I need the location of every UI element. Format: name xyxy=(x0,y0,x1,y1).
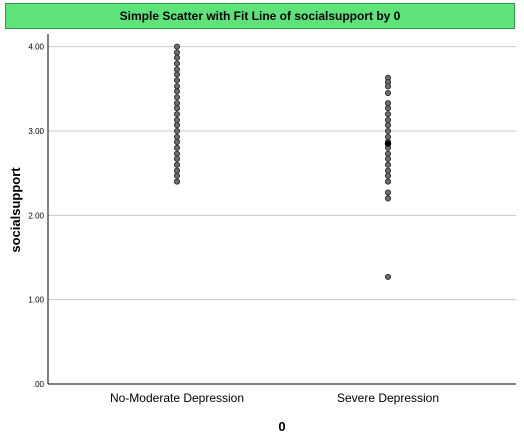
data-point xyxy=(384,127,392,135)
x-category-label: No-Moderate Depression xyxy=(110,391,244,405)
data-point xyxy=(384,155,392,162)
axis-layer xyxy=(47,34,516,385)
y-tick-label: .00 xyxy=(33,380,45,389)
data-point xyxy=(173,54,181,61)
data-point xyxy=(384,189,392,196)
data-point xyxy=(173,49,181,56)
data-point xyxy=(173,66,181,73)
grid-layer xyxy=(48,46,516,301)
data-point xyxy=(173,155,181,162)
data-point xyxy=(173,133,181,140)
y-tick-label: 4.00 xyxy=(28,43,44,52)
y-tick-label: 3.00 xyxy=(28,127,44,136)
data-point xyxy=(384,122,392,129)
data-point xyxy=(384,116,392,124)
data-point xyxy=(173,150,181,157)
y-axis-title: socialsupport xyxy=(8,167,23,253)
data-point xyxy=(384,167,392,174)
data-point xyxy=(173,71,181,78)
data-point xyxy=(173,100,181,107)
data-point xyxy=(173,172,181,179)
data-point xyxy=(173,77,181,84)
x-category-label: Severe Depression xyxy=(337,391,439,405)
data-point xyxy=(173,127,181,135)
data-point xyxy=(173,116,181,124)
data-point xyxy=(173,167,181,174)
data-point xyxy=(384,178,392,185)
data-point xyxy=(173,83,181,90)
data-point xyxy=(173,144,181,151)
data-point xyxy=(173,60,181,67)
y-tick-label: 1.00 xyxy=(28,296,44,305)
label-layer: .00 1.00 2.00 3.00 4.00 No-Moderate Depressio… xyxy=(8,43,439,434)
data-point xyxy=(173,161,181,168)
data-point xyxy=(384,172,392,179)
y-tick-label: 2.00 xyxy=(28,211,44,220)
data-point xyxy=(173,138,181,146)
data-point xyxy=(173,111,181,118)
data-point xyxy=(384,133,392,140)
data-point xyxy=(384,150,392,157)
data-point xyxy=(173,94,181,101)
data-point xyxy=(173,43,181,50)
data-point-highlight xyxy=(384,140,392,147)
data-point xyxy=(384,89,392,97)
data-point xyxy=(384,105,392,112)
data-point xyxy=(173,88,181,95)
data-point xyxy=(384,161,392,168)
points-layer xyxy=(173,43,392,280)
data-point xyxy=(173,178,181,185)
chart-title: Simple Scatter with Fit Line of socialsu… xyxy=(5,3,515,29)
data-point xyxy=(173,105,181,112)
data-point xyxy=(384,100,392,107)
data-point xyxy=(384,195,392,202)
data-point xyxy=(384,111,392,118)
data-point xyxy=(384,273,392,280)
data-point xyxy=(173,122,181,129)
x-axis-title: 0 xyxy=(278,419,285,434)
data-point xyxy=(384,83,392,90)
